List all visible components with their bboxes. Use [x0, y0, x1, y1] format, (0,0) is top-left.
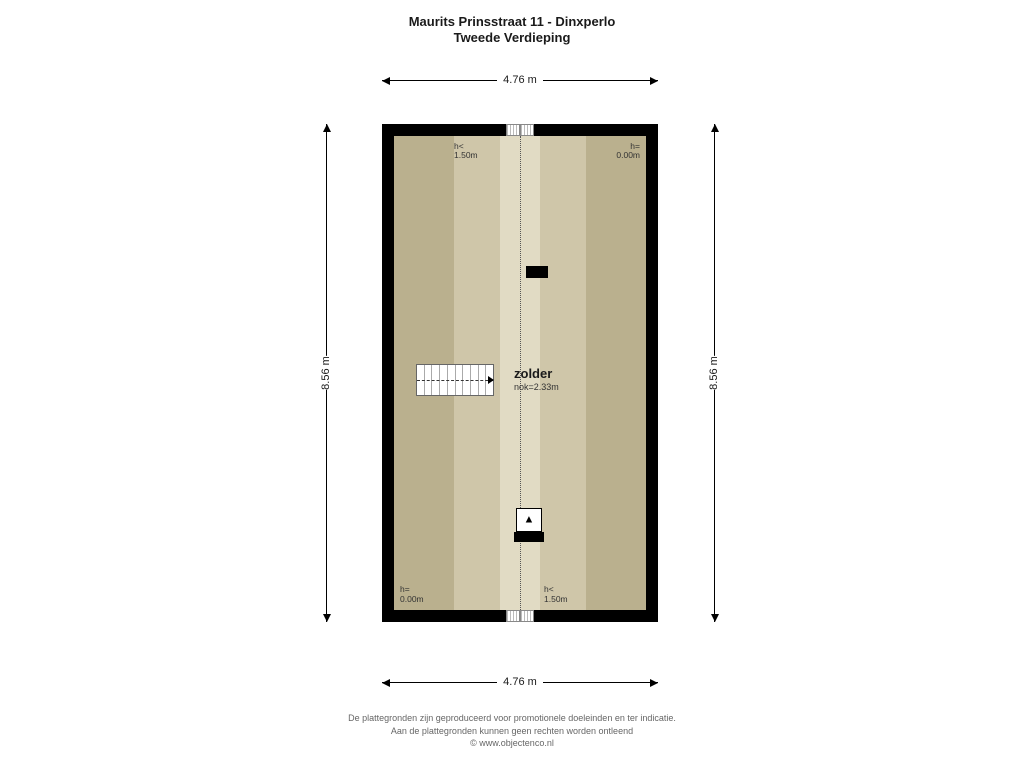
floor-stripe-5 — [586, 136, 646, 610]
arrow-right-icon — [488, 376, 494, 384]
window-bottom — [506, 610, 534, 622]
chimney-block — [526, 266, 548, 278]
flame-icon: ▲ — [524, 513, 535, 525]
height-note-bottom-left: h= 0.00m — [400, 585, 424, 604]
heater: ▲ — [514, 508, 544, 542]
height-note-bottom-right: h< 1.50m — [544, 585, 568, 604]
dimension-height-left: 8.56 m — [316, 124, 336, 622]
title-block: Maurits Prinsstraat 11 - Dinxperlo Tweed… — [0, 14, 1024, 45]
room-ridge-height: nok=2.33m — [514, 382, 559, 392]
window-top — [506, 124, 534, 136]
stairs-direction-line — [417, 380, 493, 381]
title-line1: Maurits Prinsstraat 11 - Dinxperlo — [0, 14, 1024, 29]
floorplan: h< 1.50m h= 0.00m h= 0.00m h< 1.50m ▲ zo… — [382, 124, 658, 622]
dimension-height-left-label: 8.56 m — [314, 356, 338, 390]
stairs — [416, 364, 494, 396]
disclaimer-line1: De plattegronden zijn geproduceerd voor … — [0, 712, 1024, 725]
floor: h< 1.50m h= 0.00m h= 0.00m h< 1.50m ▲ zo… — [394, 136, 646, 610]
disclaimer: De plattegronden zijn geproduceerd voor … — [0, 712, 1024, 750]
height-note-top-right: h= 0.00m — [616, 142, 640, 161]
title-line2: Tweede Verdieping — [0, 30, 1024, 45]
disclaimer-line2: Aan de plattegronden kunnen geen rechten… — [0, 725, 1024, 738]
dimension-width-top: 4.76 m — [382, 70, 658, 90]
dimension-height-right-label: 8.56 m — [702, 356, 726, 390]
height-note-top-left: h< 1.50m — [454, 142, 478, 161]
dimension-width-top-label: 4.76 m — [497, 74, 543, 86]
dimension-width-bottom-label: 4.76 m — [497, 676, 543, 688]
heater-box: ▲ — [516, 508, 542, 532]
dimension-height-right: 8.56 m — [704, 124, 724, 622]
room-name: zolder — [514, 366, 552, 381]
disclaimer-line3: © www.objectenco.nl — [0, 737, 1024, 750]
heater-base — [514, 532, 544, 542]
dimension-width-bottom: 4.76 m — [382, 672, 658, 692]
